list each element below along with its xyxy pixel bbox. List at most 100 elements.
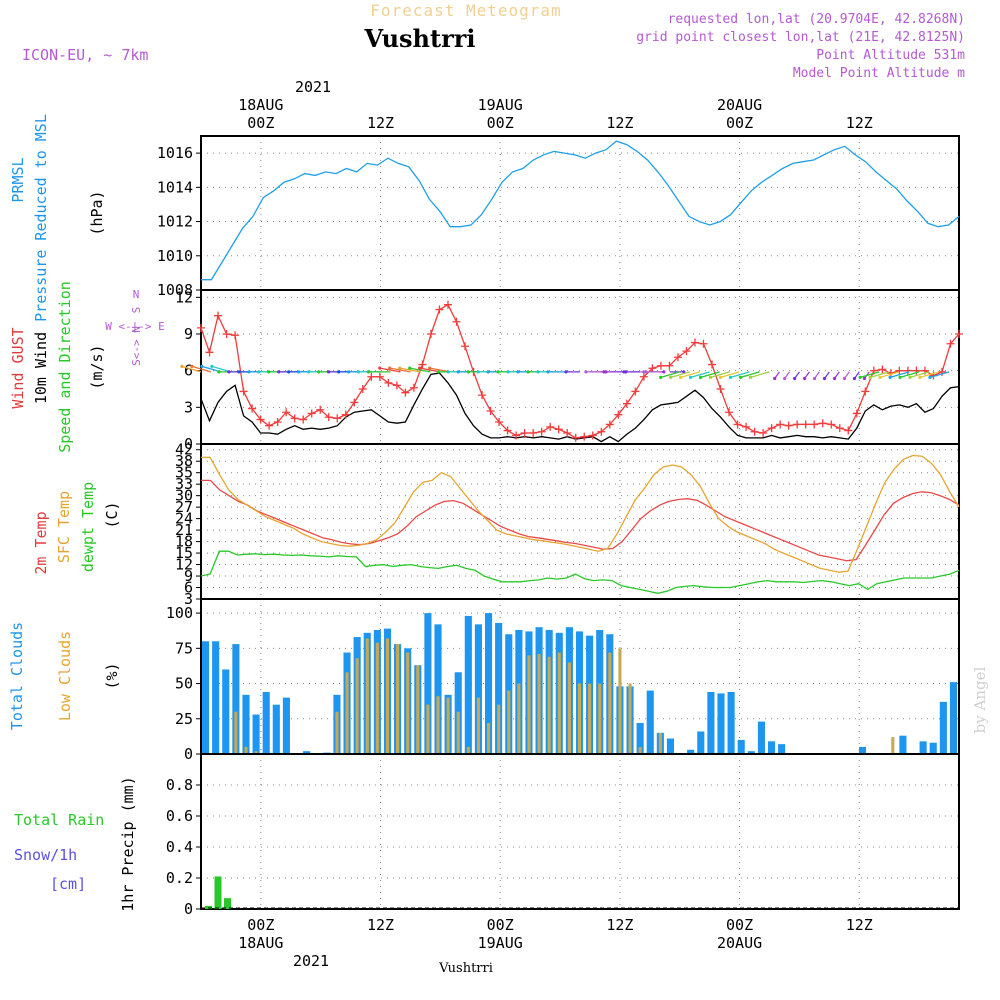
wind-arrow-head — [436, 370, 440, 374]
gust-marker — [716, 385, 725, 393]
wind-arrow-head — [516, 370, 520, 374]
wind-arrow-head — [378, 366, 382, 370]
top-hour-label: 00Z — [726, 114, 753, 132]
wind-arrow-head — [287, 370, 291, 374]
gust-marker — [307, 409, 316, 418]
low-cloud-bar — [385, 638, 390, 753]
panel-side-labels: PRMSL Pressure Reduced to MSL (hPa) Wind GU… — [8, 114, 165, 912]
wind-arrow-head — [506, 370, 510, 374]
gust-marker — [239, 387, 248, 396]
wind-arrow — [929, 371, 950, 378]
temperature-ytick-label: 27 — [175, 498, 193, 516]
gust-marker — [955, 330, 963, 338]
precip-panel: 0 0.2 0.4 0.6 0.8 — [166, 753, 960, 918]
low-cloud-bar — [476, 697, 480, 753]
precip-ytick-label: 0.8 — [166, 776, 193, 794]
gust-marker — [708, 360, 717, 369]
gust-marker — [265, 421, 274, 430]
gust-marker — [835, 424, 844, 433]
credit-watermark: by Angel — [971, 666, 989, 733]
top-hour-label: 00Z — [247, 114, 274, 132]
wind-arrow — [700, 371, 720, 378]
gust-marker — [273, 418, 282, 426]
low-cloud-bar — [486, 723, 491, 753]
low-cloud-bar — [426, 704, 430, 753]
prmsl-label: PRMSL — [9, 157, 27, 202]
total-cloud-bar — [646, 690, 654, 753]
wind-arrow-head — [878, 375, 882, 379]
bottom-year-label: 2021 — [293, 952, 329, 970]
t2m-line — [201, 479, 960, 562]
gust-marker — [690, 338, 699, 347]
cloud-unit-label: (%) — [103, 662, 121, 689]
wind-arrow-head — [908, 375, 912, 379]
gust-marker — [810, 420, 819, 429]
top-hour-label: 12Z — [606, 114, 633, 132]
wind-arrow-head — [659, 375, 663, 379]
total-cloud-bar — [222, 669, 230, 753]
low-cloud-bar — [254, 751, 258, 753]
wind-arrow — [690, 371, 710, 378]
low-cloud-bar — [345, 672, 349, 753]
wind-arrow-head — [822, 376, 827, 381]
total-rain-label: Total Rain — [14, 811, 104, 829]
gust-marker — [478, 391, 487, 400]
wind-arrow — [730, 371, 750, 378]
top-hour-label: 12Z — [846, 114, 873, 132]
total-cloud-bar — [757, 721, 765, 753]
wind-panel: 0 3 6 9 12 — [175, 288, 963, 453]
wind-arrow-head — [708, 375, 713, 379]
wind-arrow-head — [679, 375, 683, 379]
pressure-ytick-label: 1008 — [157, 281, 193, 299]
gust-marker — [605, 420, 614, 429]
bottom-date-label: 19AUG — [478, 934, 523, 952]
low-cloud-bar — [436, 696, 440, 753]
gust-marker — [665, 361, 674, 370]
model-altitude: Model Point Altitude m — [793, 66, 965, 81]
gust-marker — [401, 388, 410, 397]
clouds-ytick-label: 50 — [175, 675, 193, 693]
wind-arrow-head — [546, 370, 550, 374]
pressure-label: Pressure Reduced to MSL — [32, 114, 50, 322]
temperature-ytick-label: 15 — [175, 544, 193, 562]
gust-marker — [946, 339, 955, 348]
wind-arrow — [919, 371, 940, 378]
gust-marker — [937, 367, 946, 376]
low-cloud-bar — [406, 652, 410, 753]
wind-arrow-head — [257, 370, 261, 374]
gust-marker — [639, 372, 648, 381]
gust-marker — [622, 399, 631, 408]
gust-marker — [324, 413, 333, 422]
gust-marker — [392, 381, 401, 390]
gust-marker — [776, 420, 785, 429]
gust-marker — [750, 427, 759, 436]
low-cloud-bar — [466, 746, 470, 753]
clouds-ytick-label: 0 — [184, 745, 193, 763]
gust-marker — [852, 409, 861, 418]
precip-ytick-label: 0 — [184, 900, 193, 918]
wind-arrow-head — [317, 370, 321, 374]
wind-arrow-head — [669, 375, 673, 379]
total-cloud-bar — [303, 751, 311, 753]
gust-marker — [631, 387, 640, 396]
wind-arrow-head — [476, 370, 480, 374]
gust-marker — [367, 372, 376, 381]
wind-arrow-head — [180, 364, 184, 368]
gust-marker — [299, 415, 308, 424]
low-cloud-bar — [557, 652, 561, 753]
wind-arrow-head — [496, 370, 500, 374]
low-cloud-bar — [608, 652, 612, 753]
sfc-temp-label: SFC Temp — [55, 491, 73, 563]
wind-arrow-head — [307, 370, 311, 374]
gust-marker — [435, 305, 444, 314]
top-date-label: 19AUG — [478, 96, 523, 114]
temp-unit-label: (C) — [103, 501, 121, 528]
clouds-panel: 0 25 50 75 100 — [166, 598, 960, 763]
gust-marker — [461, 342, 470, 351]
wind-unit-label: (m/s) — [88, 344, 106, 389]
wind-arrow-head — [210, 364, 214, 368]
wind-arrow-head — [456, 370, 460, 374]
total-cloud-bar — [212, 641, 220, 753]
compass-sn: S<-> N — [130, 326, 143, 366]
wind-arrow — [889, 371, 910, 378]
